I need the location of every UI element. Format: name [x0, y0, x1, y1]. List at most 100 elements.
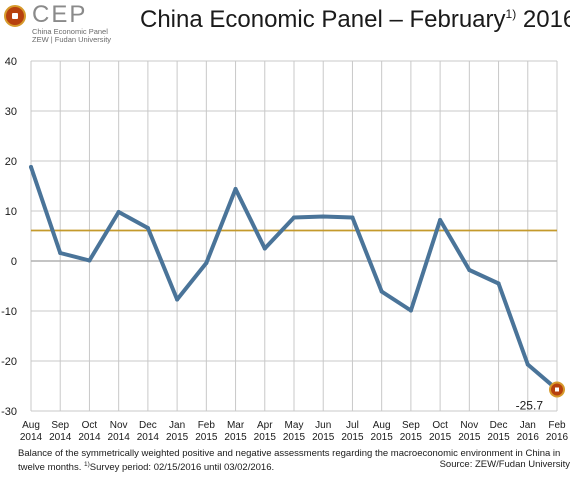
x-tick-year: 2015 [312, 432, 335, 443]
data-point [29, 165, 33, 169]
last-value-label: -25.7 [516, 399, 544, 413]
x-tick-year: 2015 [458, 432, 481, 443]
x-tick-label: Feb 2016 [546, 420, 569, 443]
x-tick-month: Mar [227, 420, 245, 431]
x-tick-month: Aug [22, 420, 40, 431]
x-tick-year: 2016 [546, 432, 569, 443]
x-tick-month: Jan [169, 420, 185, 431]
y-tick-label: 10 [5, 206, 17, 218]
x-tick-year: 2015 [254, 432, 277, 443]
x-tick-label: Jun 2015 [312, 420, 335, 443]
x-tick-label: Aug 2015 [371, 420, 394, 443]
x-tick-year: 2015 [341, 432, 364, 443]
x-tick-month: Nov [110, 420, 128, 431]
y-tick-label: 30 [5, 106, 17, 118]
footer-survey-text: Survey period: 02/15/2016 until 03/02/20… [89, 462, 275, 474]
reference-lines [31, 229, 557, 262]
x-tick-month: Oct [432, 420, 448, 431]
data-point [233, 187, 238, 191]
last-value-marker-center [555, 387, 559, 392]
y-tick-label: 40 [5, 56, 17, 68]
x-tick-month: Jul [346, 420, 359, 431]
footer-footnote-mark: 1) [84, 461, 90, 468]
data-point [321, 214, 326, 219]
x-tick-month: Oct [82, 420, 98, 431]
data-point [116, 210, 121, 214]
x-tick-year: 2016 [517, 432, 540, 443]
x-tick-year: 2014 [108, 432, 131, 443]
x-tick-label: Mar 2015 [224, 420, 247, 443]
x-tick-month: Dec [139, 420, 157, 431]
cep-logo-icon [4, 5, 26, 27]
data-point [525, 362, 530, 367]
logo-subtitle-secondary: ZEW | Fudan University [32, 35, 112, 44]
footer-note-end: twelve months. [18, 462, 82, 474]
x-tick-label: Feb 2015 [195, 420, 218, 443]
x-tick-label: Nov 2015 [458, 420, 481, 443]
x-tick-month: Apr [257, 420, 273, 431]
y-tick-label: 0 [11, 256, 17, 268]
y-tick-label: -30 [1, 406, 17, 418]
x-tick-month: Feb [198, 420, 216, 431]
x-tick-year: 2015 [195, 432, 218, 443]
x-tick-year: 2015 [400, 432, 423, 443]
data-point [467, 268, 472, 272]
cep-logo: CEP China Economic Panel ZEW | Fudan Uni… [4, 1, 124, 44]
x-tick-year: 2015 [487, 432, 510, 443]
chart-title-year: 2016 [522, 6, 570, 33]
x-tick-month: Jan [520, 420, 536, 431]
data-point [175, 297, 180, 302]
x-tick-label: Nov 2014 [108, 420, 131, 443]
x-tick-month: Dec [490, 420, 508, 431]
x-tick-label: Apr 2015 [254, 420, 277, 443]
x-tick-label: Oct 2014 [78, 420, 101, 443]
logo-subtitle: China Economic Panel [32, 27, 108, 36]
chart-title-footnote-mark: 1) [505, 7, 517, 21]
footer-note: Balance of the symmetrically weighted po… [18, 448, 561, 459]
x-tick-month: Sep [51, 420, 69, 431]
x-tick-label: Dec 2015 [487, 420, 510, 443]
x-tick-year: 2015 [166, 432, 189, 443]
x-tick-year: 2014 [78, 432, 101, 443]
x-tick-year: 2015 [224, 432, 247, 443]
x-tick-year: 2015 [429, 432, 452, 443]
x-tick-month: Sep [402, 420, 420, 431]
x-tick-month: Nov [460, 420, 478, 431]
x-tick-year: 2014 [20, 432, 43, 443]
y-tick-label: 20 [5, 156, 17, 168]
x-tick-label: Oct 2015 [429, 420, 452, 443]
y-tick-label: -20 [1, 356, 17, 368]
data-point [438, 218, 443, 222]
data-point [58, 251, 63, 255]
x-tick-label: Jan 2016 [517, 420, 540, 443]
data-point [379, 289, 384, 294]
x-tick-year: 2015 [283, 432, 306, 443]
data-point [292, 215, 296, 220]
x-tick-label: Sep 2015 [400, 420, 423, 443]
data-point [145, 226, 150, 230]
data-point [350, 215, 355, 220]
x-tick-label: Jul 2015 [341, 420, 364, 443]
x-tick-label: Sep 2014 [49, 420, 72, 443]
grid-layer [30, 60, 558, 412]
data-point [496, 281, 501, 286]
y-tick-label: -10 [1, 306, 17, 318]
x-tick-year: 2014 [137, 432, 160, 443]
x-tick-label: Aug 2014 [20, 420, 43, 443]
footer-survey-period: twelve months. 1)Survey period: 02/15/20… [18, 459, 274, 473]
data-point [262, 246, 267, 251]
footer-source: Source: ZEW/Fudan University [439, 459, 570, 470]
x-tick-month: Feb [548, 420, 566, 431]
series-layer [29, 165, 565, 398]
chart-footer: Balance of the symmetrically weighted po… [18, 448, 570, 473]
data-point [204, 261, 209, 265]
chart-title: China Economic Panel – February1) 2016 [140, 6, 570, 34]
data-point [408, 308, 413, 313]
x-tick-month: Aug [373, 420, 391, 431]
x-tick-year: 2015 [371, 432, 394, 443]
chart-title-main: China Economic Panel – February [140, 6, 506, 33]
x-tick-month: May [285, 420, 304, 431]
x-tick-year: 2014 [49, 432, 72, 443]
